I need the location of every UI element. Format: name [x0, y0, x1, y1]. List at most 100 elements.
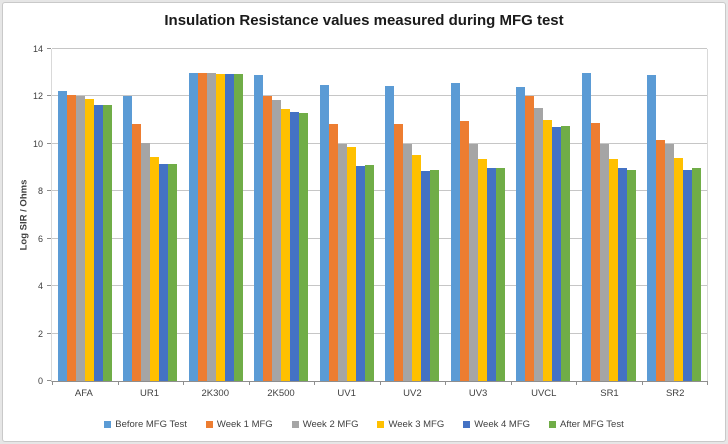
x-axis-category-label: UVCL	[531, 388, 557, 399]
legend-item: Before MFG Test	[104, 419, 187, 430]
bar	[337, 143, 347, 381]
bar	[394, 123, 404, 381]
gridline	[52, 237, 707, 239]
bar	[608, 159, 618, 381]
bar	[150, 156, 160, 381]
legend-swatch-icon	[549, 421, 557, 428]
bar	[233, 73, 243, 381]
bar	[224, 73, 234, 381]
bar	[561, 126, 571, 381]
legend-item: After MFG Test	[549, 419, 624, 430]
x-axis-category-label: UR1	[140, 388, 160, 399]
bar	[626, 169, 636, 381]
y-axis-tick-mark	[47, 48, 51, 49]
bar	[281, 109, 291, 381]
x-axis-tick-mark	[445, 381, 446, 385]
bar	[430, 169, 440, 381]
y-axis-tick-label: 0	[37, 376, 43, 386]
bar	[346, 147, 356, 381]
x-axis-tick-mark	[52, 381, 53, 385]
y-axis-tick-mark	[47, 332, 51, 334]
bar	[495, 167, 505, 381]
bar	[272, 100, 282, 381]
bar	[319, 84, 329, 381]
bar	[84, 98, 94, 381]
bar	[57, 90, 67, 381]
bar-group-sr1	[576, 49, 642, 381]
y-axis-tick-label: 4	[37, 281, 43, 292]
y-axis-tick-mark	[47, 237, 51, 239]
legend-label: Week 4 MFG	[474, 419, 531, 430]
bar	[197, 72, 207, 381]
x-axis-category-label: UV2	[403, 388, 422, 399]
gridline	[52, 332, 707, 334]
x-axis-tick-mark	[117, 381, 119, 385]
bar	[459, 121, 469, 381]
x-axis-category-label: AFA	[74, 388, 93, 399]
bar	[123, 96, 133, 381]
gridline	[52, 95, 707, 97]
bar	[403, 143, 413, 381]
x-axis-tick-mark	[248, 381, 250, 385]
bar	[188, 72, 198, 381]
legend-item: Week 4 MFG	[463, 419, 530, 430]
bar-group-uvcl	[511, 49, 577, 381]
bar	[665, 143, 675, 381]
bar	[450, 83, 460, 381]
bar	[692, 167, 702, 381]
legend-swatch-icon	[104, 421, 112, 428]
x-axis-category-label: SR1	[600, 388, 619, 399]
bar	[215, 73, 225, 381]
y-axis-tick-label: 10	[32, 138, 43, 149]
bar	[674, 158, 684, 381]
bar	[525, 96, 535, 381]
bar	[290, 111, 300, 381]
bar-group-ur1	[118, 49, 184, 381]
y-axis-tick-label: 12	[32, 91, 43, 102]
y-axis-tick-label: 2	[37, 328, 43, 339]
legend-item: Week 1 MFG	[205, 419, 273, 430]
bar	[93, 104, 103, 381]
bar	[168, 164, 178, 381]
legend-item: Week 2 MFG	[291, 419, 359, 430]
bar	[599, 143, 609, 381]
gridline	[52, 142, 707, 144]
bar	[534, 108, 544, 381]
bar	[299, 113, 309, 381]
bar	[656, 140, 666, 381]
bar	[552, 127, 562, 381]
bar-group-2k300	[183, 49, 249, 381]
bar-groups	[52, 49, 707, 381]
bar-group-uv3	[445, 49, 511, 381]
bar	[477, 159, 487, 381]
bar	[421, 171, 431, 381]
legend-item: Week 3 MFG	[377, 419, 444, 430]
legend-label: Week 2 MFG	[302, 419, 359, 430]
y-axis-tick-mark	[47, 142, 51, 144]
legend: Before MFG Test Week 1 MFG Week 2 MFG Week …	[3, 419, 725, 430]
legend-swatch-icon	[291, 421, 299, 428]
plot-area: 0 2 4 6 8 10 12 14	[33, 44, 708, 386]
x-axis-category-label: UV3	[468, 388, 488, 399]
bar	[364, 165, 374, 381]
x-axis-tick-mark	[379, 381, 381, 385]
bar	[412, 154, 422, 381]
bar	[159, 164, 169, 381]
bar	[132, 123, 142, 381]
bar	[385, 85, 395, 381]
bar	[617, 167, 627, 381]
bar	[66, 95, 76, 381]
y-axis-tick-mark	[47, 380, 51, 381]
bar	[468, 143, 478, 381]
x-axis-tick-mark	[314, 381, 315, 385]
gridline	[52, 48, 707, 49]
bar-group-afa	[52, 49, 118, 381]
y-axis-tick-mark	[47, 190, 51, 192]
bar	[581, 72, 591, 381]
y-axis-tick-mark	[47, 95, 51, 97]
x-axis-tick-mark	[576, 381, 577, 385]
x-axis-category-label: 2K300	[201, 388, 229, 399]
y-axis-title: Log SIR / Ohms	[18, 179, 30, 251]
x-axis-tick-mark	[510, 381, 512, 385]
bar-group-2k500	[249, 49, 315, 381]
